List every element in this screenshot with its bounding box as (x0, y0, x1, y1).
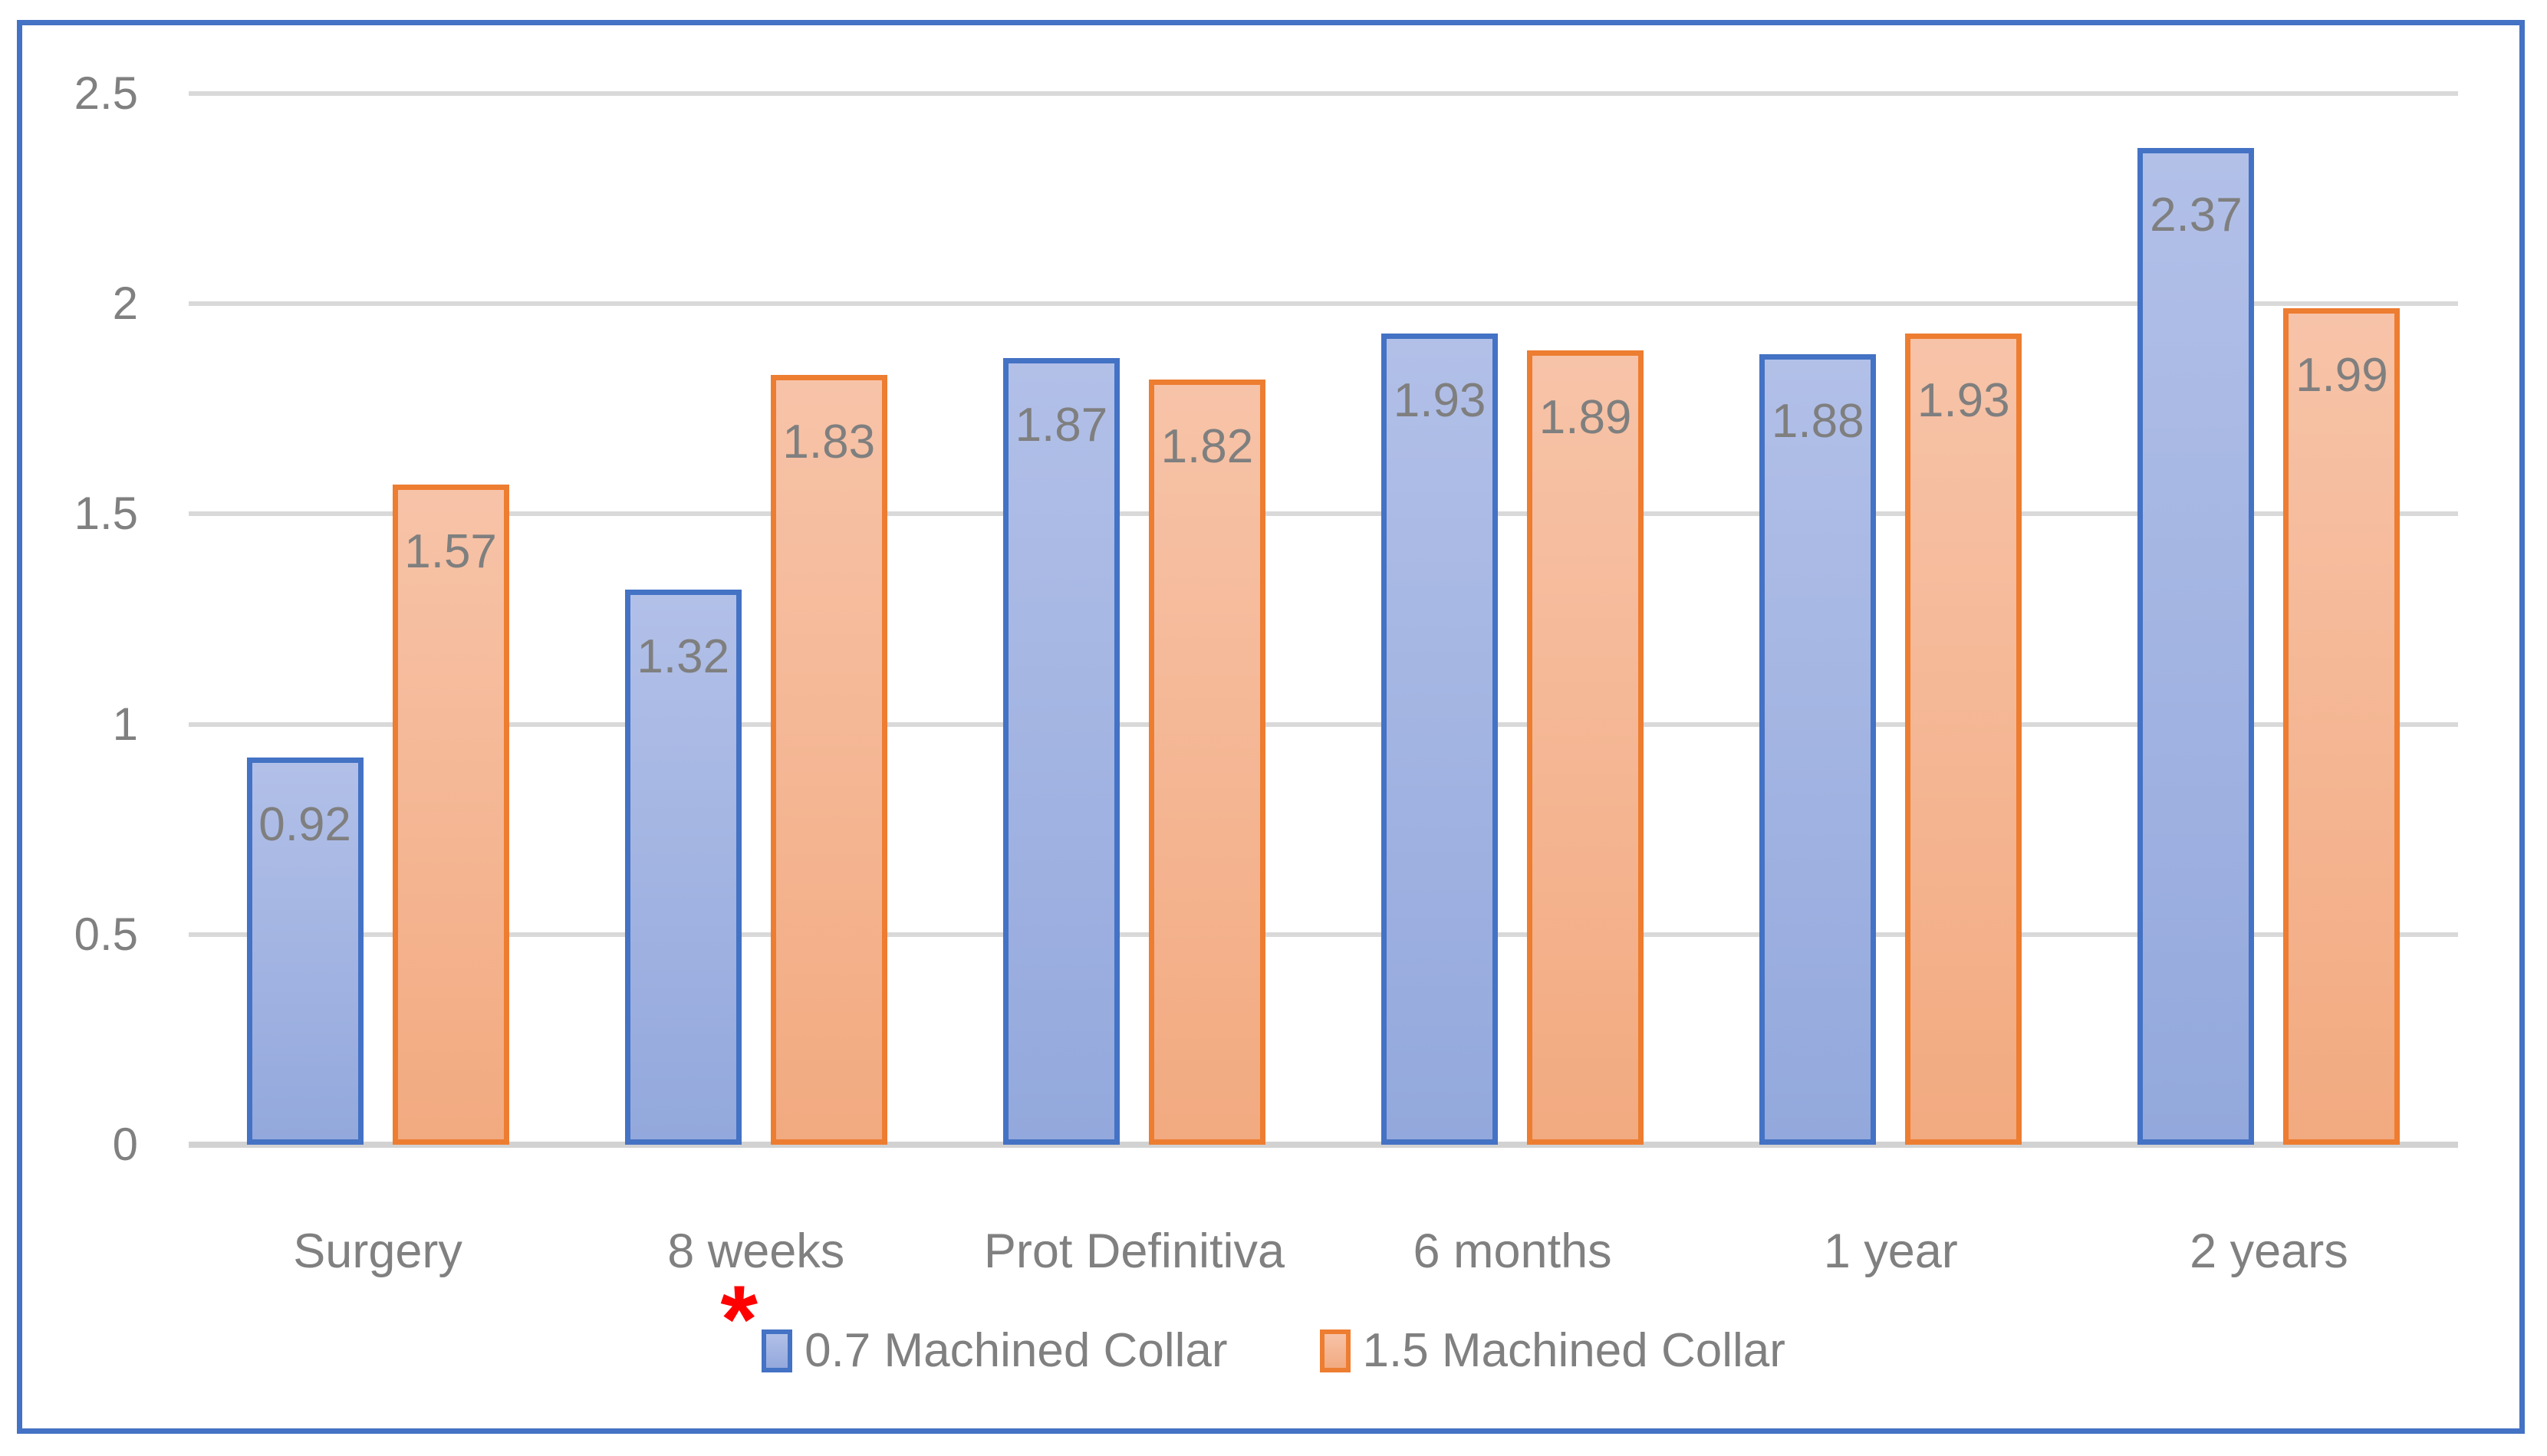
legend-label-series-1: 1.5 Machined Collar (1362, 1324, 1785, 1377)
bar-8-weeks-series-0 (624, 590, 742, 1145)
legend-item-series-0: 0.7 Machined Collar (762, 1323, 1228, 1379)
bar-surgery-series-0 (246, 758, 364, 1145)
bar-6-months-series-0 (1381, 333, 1499, 1145)
bar-2-years-series-0 (2137, 148, 2255, 1145)
legend-label-series-0: 0.7 Machined Collar (805, 1324, 1228, 1377)
data-label-surgery-series-0: 0.92 (258, 798, 351, 852)
data-label-8-weeks-series-0: 1.32 (637, 630, 730, 684)
x-category-label-surgery: Surgery (293, 1224, 462, 1278)
bar-8-weeks-series-1 (770, 375, 887, 1145)
x-category-label-8-weeks: 8 weeks (667, 1224, 845, 1278)
bar-1-year-series-0 (1759, 354, 1877, 1145)
data-label-prot-definitiva-series-0: 1.87 (1015, 399, 1108, 452)
y-tick-label-1.5: 1.5 (74, 488, 138, 540)
bar-2-years-series-1 (2283, 307, 2401, 1145)
gridline-y-1.5 (189, 511, 2458, 517)
data-label-1-year-series-1: 1.93 (1917, 373, 2010, 427)
x-category-label-prot-definitiva: Prot Definitiva (983, 1224, 1285, 1278)
legend-item-series-1: 1.5 Machined Collar (1319, 1323, 1785, 1379)
data-label-6-months-series-0: 1.93 (1393, 373, 1486, 427)
bar-6-months-series-1 (1527, 350, 1644, 1145)
legend-swatch-icon-series-0 (762, 1329, 793, 1372)
bar-1-year-series-1 (1905, 333, 2022, 1145)
gridline-y-2 (189, 301, 2458, 307)
gridline-y-2.5 (189, 91, 2458, 96)
y-tick-label-0.5: 0.5 (74, 908, 138, 960)
y-tick-label-0: 0 (112, 1119, 138, 1170)
x-category-label-6-months: 6 months (1413, 1224, 1612, 1278)
legend-swatch-icon-series-1 (1319, 1329, 1351, 1372)
data-label-prot-definitiva-series-1: 1.82 (1160, 419, 1254, 473)
gridline-y-0.5 (189, 932, 2458, 937)
y-tick-label-2.5: 2.5 (74, 67, 138, 119)
data-label-surgery-series-1: 1.57 (404, 525, 497, 578)
data-label-2-years-series-1: 1.99 (2295, 348, 2388, 402)
bar-surgery-series-1 (392, 485, 509, 1145)
y-tick-label-2: 2 (112, 278, 138, 330)
bar-prot-definitiva-series-1 (1148, 379, 1265, 1145)
significance-asterisk: * (720, 1267, 759, 1373)
data-label-2-years-series-0: 2.37 (2150, 189, 2243, 242)
data-label-8-weeks-series-1: 1.83 (782, 416, 876, 469)
bar-prot-definitiva-series-0 (1002, 358, 1120, 1145)
gridline-y-1 (189, 721, 2458, 727)
data-label-1-year-series-0: 1.88 (1771, 395, 1864, 448)
chart-legend: 0.7 Machined Collar 1.5 Machined Collar (0, 1323, 2547, 1379)
x-category-label-1-year: 1 year (1823, 1224, 1958, 1278)
y-tick-label-1: 1 (112, 698, 138, 750)
x-category-label-2-years: 2 years (2190, 1224, 2348, 1278)
x-axis-line (189, 1142, 2458, 1148)
data-label-6-months-series-1: 1.89 (1538, 390, 1632, 444)
